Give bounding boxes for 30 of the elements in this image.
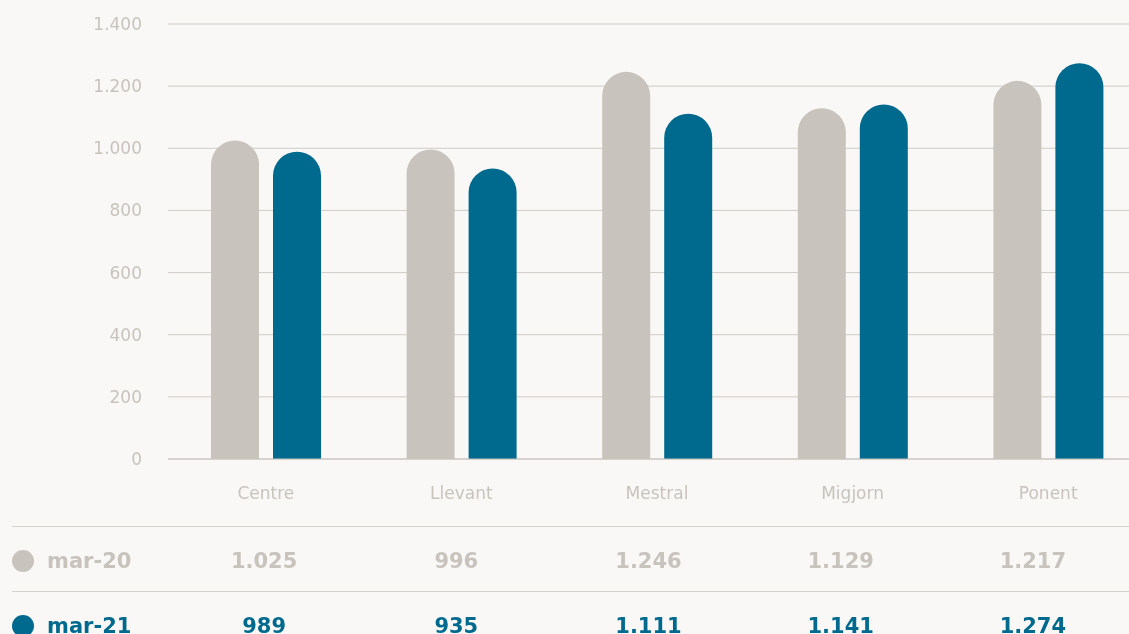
data-label: 996 [433,549,480,573]
legend-label: mar-20 [47,549,132,573]
data-label: 1.217 [998,549,1068,573]
data-label: 1.129 [806,549,875,573]
x-tick-label: Centre [237,483,295,504]
legend-label: mar-21 [47,614,132,634]
x-tick-label: Llevant [430,483,494,504]
y-tick-label: 800 [109,200,142,221]
y-tick-label: 1.400 [93,14,142,35]
bar [1055,63,1104,459]
y-tick-label: 200 [109,386,142,407]
data-label: 1.025 [229,549,299,573]
y-tick-label: 0 [131,449,142,470]
x-tick-label: Mestral [625,483,689,504]
y-tick-label: 600 [109,262,142,283]
y-tick-label: 400 [109,324,142,345]
data-label: 1.141 [806,614,875,634]
data-label: 989 [241,614,287,634]
y-tick-label: 1.200 [93,76,142,97]
y-tick-label: 1.000 [93,138,142,159]
bar [273,151,321,459]
data-label: 1.274 [998,614,1068,634]
bar [664,113,713,459]
bar [468,168,517,459]
x-tick-label: Migjorn [821,483,884,504]
x-tick-label: Ponent [1018,483,1078,504]
data-label: 935 [433,614,480,634]
data-label: 1.111 [614,614,683,634]
bar [859,104,908,459]
data-label: 1.246 [614,549,683,573]
